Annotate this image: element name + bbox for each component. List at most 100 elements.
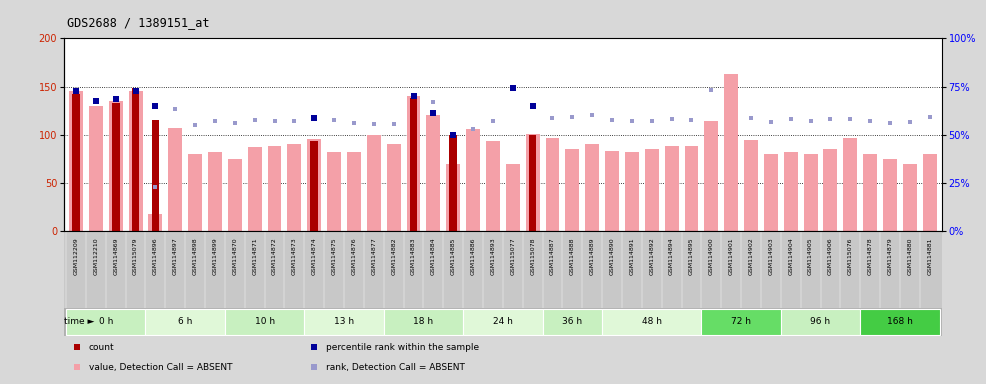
Text: GSM114876: GSM114876: [351, 237, 357, 275]
Text: GDS2688 / 1389151_at: GDS2688 / 1389151_at: [67, 16, 210, 29]
Bar: [149, 214, 163, 231]
Text: GSM114892: GSM114892: [649, 237, 655, 275]
Text: GSM114896: GSM114896: [153, 237, 158, 275]
Text: GSM112209: GSM112209: [74, 237, 79, 275]
Text: value, Detection Call = ABSENT: value, Detection Call = ABSENT: [89, 363, 232, 372]
Text: GSM114883: GSM114883: [411, 237, 416, 275]
Text: 6 h: 6 h: [178, 317, 192, 326]
Text: time ►: time ►: [64, 317, 95, 326]
Text: count: count: [89, 343, 114, 352]
Bar: [367, 135, 381, 231]
Text: GSM114901: GSM114901: [729, 237, 734, 275]
Bar: [410, 98, 417, 231]
Bar: [486, 141, 500, 231]
Text: GSM114881: GSM114881: [927, 237, 932, 275]
Bar: [923, 154, 937, 231]
Bar: [228, 159, 242, 231]
Text: GSM114905: GSM114905: [809, 237, 813, 275]
Bar: [645, 149, 659, 231]
Bar: [208, 152, 222, 231]
Bar: [406, 96, 420, 231]
Bar: [288, 144, 302, 231]
Text: GSM114902: GSM114902: [748, 237, 753, 275]
Text: GSM114904: GSM114904: [788, 237, 794, 275]
Text: GSM114884: GSM114884: [431, 237, 436, 275]
Text: rank, Detection Call = ABSENT: rank, Detection Call = ABSENT: [325, 363, 464, 372]
Text: GSM114880: GSM114880: [907, 237, 912, 275]
Text: GSM114906: GSM114906: [828, 237, 833, 275]
Bar: [784, 152, 798, 231]
Text: GSM114869: GSM114869: [113, 237, 118, 275]
Text: 36 h: 36 h: [562, 317, 583, 326]
Text: GSM114893: GSM114893: [490, 237, 495, 275]
Bar: [267, 146, 281, 231]
Text: 18 h: 18 h: [413, 317, 434, 326]
Bar: [625, 152, 639, 231]
Text: GSM114891: GSM114891: [629, 237, 634, 275]
Text: 168 h: 168 h: [887, 317, 913, 326]
Bar: [89, 106, 103, 231]
Bar: [843, 137, 857, 231]
Bar: [665, 146, 678, 231]
Text: 48 h: 48 h: [642, 317, 662, 326]
Bar: [308, 139, 321, 231]
Bar: [387, 144, 400, 231]
Text: 13 h: 13 h: [334, 317, 354, 326]
Bar: [764, 154, 778, 231]
Text: 72 h: 72 h: [731, 317, 751, 326]
Bar: [586, 144, 599, 231]
Text: GSM114873: GSM114873: [292, 237, 297, 275]
Text: GSM114889: GSM114889: [590, 237, 595, 275]
Text: GSM114895: GSM114895: [689, 237, 694, 275]
Text: GSM114900: GSM114900: [709, 237, 714, 275]
Text: 24 h: 24 h: [493, 317, 513, 326]
Bar: [247, 147, 261, 231]
Text: GSM114877: GSM114877: [372, 237, 377, 275]
Bar: [823, 149, 837, 231]
Bar: [526, 134, 539, 231]
Text: GSM114886: GSM114886: [470, 237, 475, 275]
Bar: [545, 137, 559, 231]
Bar: [602, 309, 701, 334]
Text: GSM114898: GSM114898: [192, 237, 197, 275]
Text: GSM114870: GSM114870: [233, 237, 238, 275]
Bar: [704, 121, 718, 231]
Bar: [605, 151, 619, 231]
Bar: [860, 309, 940, 334]
Text: percentile rank within the sample: percentile rank within the sample: [325, 343, 479, 352]
Text: GSM114872: GSM114872: [272, 237, 277, 275]
Bar: [347, 152, 361, 231]
Bar: [72, 94, 80, 231]
Text: GSM114894: GSM114894: [669, 237, 674, 275]
Text: GSM114878: GSM114878: [868, 237, 873, 275]
Bar: [146, 309, 225, 334]
Bar: [804, 154, 817, 231]
Text: 96 h: 96 h: [810, 317, 830, 326]
Bar: [327, 152, 341, 231]
Bar: [528, 135, 536, 231]
Bar: [781, 309, 860, 334]
Text: GSM114885: GSM114885: [451, 237, 456, 275]
Text: GSM114874: GSM114874: [312, 237, 317, 275]
Bar: [466, 129, 480, 231]
Bar: [188, 154, 202, 231]
Text: GSM114897: GSM114897: [173, 237, 177, 275]
Bar: [863, 154, 878, 231]
Bar: [69, 91, 83, 231]
Text: GSM115077: GSM115077: [511, 237, 516, 275]
Bar: [311, 141, 318, 231]
Bar: [463, 309, 542, 334]
Bar: [883, 159, 897, 231]
Bar: [225, 309, 305, 334]
Bar: [111, 103, 119, 231]
Text: GSM114890: GSM114890: [609, 237, 614, 275]
Text: GSM115079: GSM115079: [133, 237, 138, 275]
Bar: [132, 88, 139, 231]
Text: GSM114887: GSM114887: [550, 237, 555, 275]
Bar: [305, 309, 384, 334]
Text: GSM114899: GSM114899: [212, 237, 218, 275]
Bar: [506, 164, 520, 231]
Bar: [108, 101, 122, 231]
Bar: [684, 146, 698, 231]
Text: GSM112210: GSM112210: [94, 237, 99, 275]
